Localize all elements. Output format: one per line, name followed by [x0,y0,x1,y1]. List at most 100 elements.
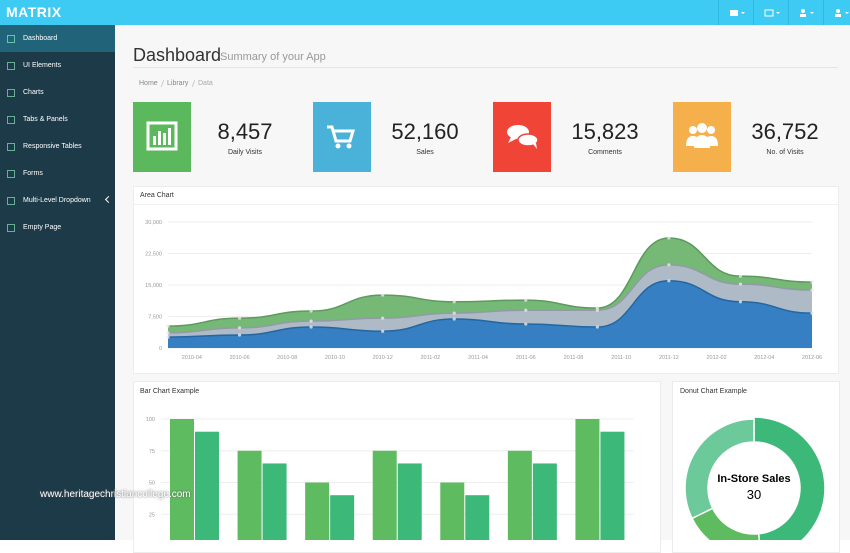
page-subtitle: Summary of your App [220,51,326,63]
page-title: Dashboard [133,45,222,65]
data-point [166,324,170,328]
data-point [524,298,528,302]
menu-item[interactable]: Dashboard [0,25,115,52]
breadcrumb-current: Data [198,80,213,87]
y-tick-label: 100 [146,417,155,423]
bar [170,419,194,540]
data-point [452,317,456,321]
breadcrumb-link[interactable]: Library [167,80,189,87]
tasks-button[interactable] [753,0,788,25]
stat-label: Sales [416,149,434,156]
data-point [667,236,671,240]
bar [397,463,422,540]
x-tick-label: 2011-04 [468,355,488,361]
data-point [381,293,385,297]
stat-label: Comments [588,149,622,156]
bar [600,431,625,540]
panel-title: Area Chart [140,192,174,199]
donut-segment [684,418,755,520]
bar-chart-panel [133,381,661,553]
menu-icon [7,197,15,205]
menu-item[interactable]: Charts [0,79,115,106]
y-tick-label: 25 [149,512,155,518]
menu-item[interactable]: Empty Page [0,214,115,241]
data-point [309,309,313,313]
data-point [810,280,814,284]
data-point [667,263,671,267]
stat-icon [313,102,371,172]
data-point [524,322,528,326]
menu-label: Responsive Tables [23,143,82,150]
data-point [237,326,242,330]
y-tick-label: 0 [159,346,162,352]
panel-title: Bar Chart Example [140,388,200,395]
data-point [738,274,743,278]
brand[interactable]: MATRIX [6,4,62,20]
area-line [167,237,813,327]
x-tick-label: 2010-06 [229,355,249,361]
area-line [167,280,813,338]
data-point [595,325,599,329]
data-point [237,333,242,337]
data-point [166,335,170,339]
x-tick-label: 2011-02 [420,355,440,361]
stat-label: No. of Visits [766,149,804,156]
stat-value: 36,752 [751,119,819,144]
x-tick-label: 2010-08 [277,355,297,361]
donut-segment [753,416,826,540]
menu-item[interactable]: UI Elements [0,52,115,79]
settings-button[interactable] [823,0,850,25]
data-point [667,279,671,283]
menu-item[interactable]: Responsive Tables [0,133,115,160]
user-button[interactable] [788,0,823,25]
y-tick-label: 75 [149,449,155,455]
x-tick-label: 2010-10 [325,355,345,361]
data-point [237,316,242,320]
bar [575,419,600,540]
charts: 0 7,500 15,000 22,500 30,000 2010-04 2010-06 20… [145,220,826,540]
menu-item[interactable]: Multi-Level Dropdown [0,187,115,214]
menu-icon [7,62,15,70]
x-tick-label: 2011-10 [611,355,631,361]
data-point [524,308,528,312]
menu-icon [7,143,15,151]
area-fill [168,264,812,338]
x-tick-label: 2010-12 [373,355,393,361]
bar [195,431,219,540]
panel-title: Donut Chart Example [680,388,747,395]
menu-item[interactable]: Forms [0,160,115,187]
bar [330,495,355,540]
bar [465,495,490,540]
x-tick-label: 2011-06 [516,355,536,361]
donut-center-value: 30 [747,487,761,502]
bar [507,450,532,540]
stat-label: Daily Visits [227,149,263,156]
stat-icon [673,102,731,172]
x-tick-label: 2012-06 [802,355,822,361]
breadcrumb-link[interactable]: Home [139,80,158,87]
stat-icon [133,102,191,172]
menu-label: Charts [23,89,44,96]
bar [532,463,557,540]
sidebar: Dashboard UI Elements Charts Tabs & Panels R… [0,25,115,540]
x-tick-label: 2010-04 [182,355,202,361]
x-tick-label: 2012-04 [754,355,774,361]
data-point [309,319,313,323]
stat-value: 52,160 [391,119,459,144]
x-tick-label: 2011-08 [564,355,584,361]
menu-icon [7,35,15,43]
data-point [452,311,456,315]
donut-center-label: In-Store Sales [717,473,790,485]
menu-label: Tabs & Panels [23,116,68,123]
header: MATRIX [0,0,850,25]
data-point [595,306,599,310]
x-tick-label: 2011-12 [659,355,679,361]
menu-label: Empty Page [23,224,62,231]
data-point [166,331,170,335]
stat-value: 8,457 [217,119,273,144]
mail-button[interactable] [718,0,753,25]
bar [440,482,465,540]
y-tick-label: 22,500 [145,252,162,258]
menu-item[interactable]: Tabs & Panels [0,106,115,133]
